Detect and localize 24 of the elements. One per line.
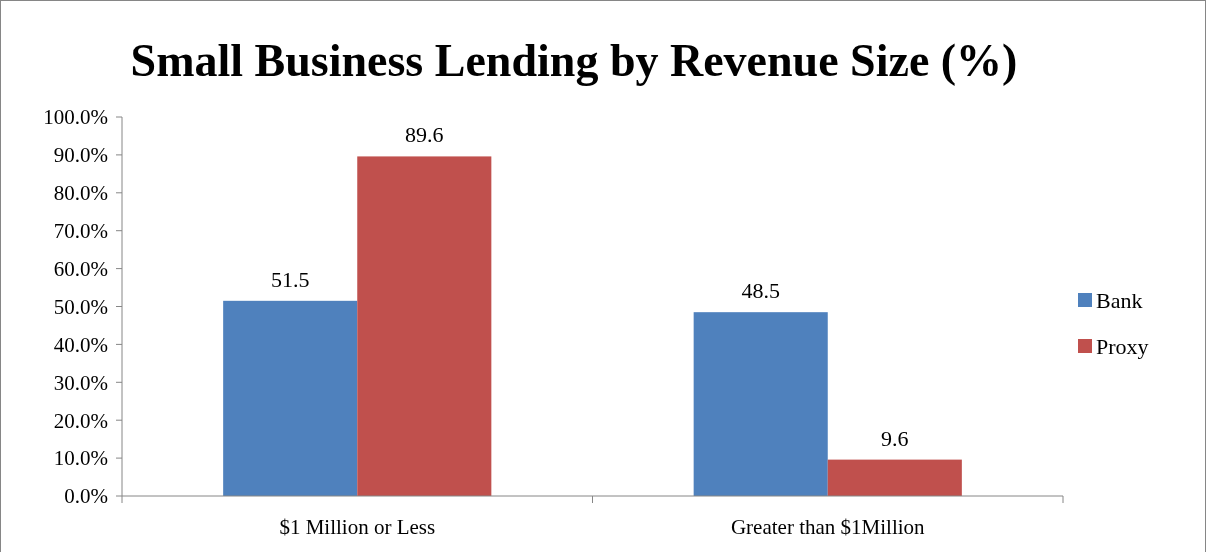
data-label: 51.5 bbox=[270, 266, 310, 292]
y-tick-label: 30.0% bbox=[53, 370, 108, 395]
y-tick-label: 60.0% bbox=[53, 256, 108, 281]
data-label: 9.6 bbox=[881, 425, 909, 451]
y-tick-label: 100.0% bbox=[43, 105, 108, 130]
data-label: 48.5 bbox=[741, 278, 780, 304]
y-tick-label: 70.0% bbox=[53, 219, 108, 244]
legend-label: Bank bbox=[1096, 287, 1143, 313]
y-tick-label: 20.0% bbox=[53, 408, 108, 433]
bar bbox=[827, 459, 962, 496]
bar bbox=[223, 300, 358, 496]
legend-label: Proxy bbox=[1096, 333, 1149, 359]
y-tick-label: 90.0% bbox=[53, 143, 108, 168]
y-tick-label: 80.0% bbox=[53, 181, 108, 206]
chart-title: Small Business Lending by Revenue Size (%) bbox=[130, 35, 1018, 86]
y-tick-label: 10.0% bbox=[53, 446, 108, 471]
x-tick-label: $1 Million or Less bbox=[279, 515, 436, 539]
bar bbox=[693, 312, 828, 496]
y-tick-label: 50.0% bbox=[53, 294, 108, 319]
bar bbox=[357, 156, 492, 496]
data-label: 89.6 bbox=[405, 122, 444, 148]
x-tick-label: Greater than $1Million bbox=[730, 515, 926, 539]
y-tick-label: 40.0% bbox=[53, 332, 108, 357]
y-tick-label: 0.0% bbox=[64, 484, 108, 509]
